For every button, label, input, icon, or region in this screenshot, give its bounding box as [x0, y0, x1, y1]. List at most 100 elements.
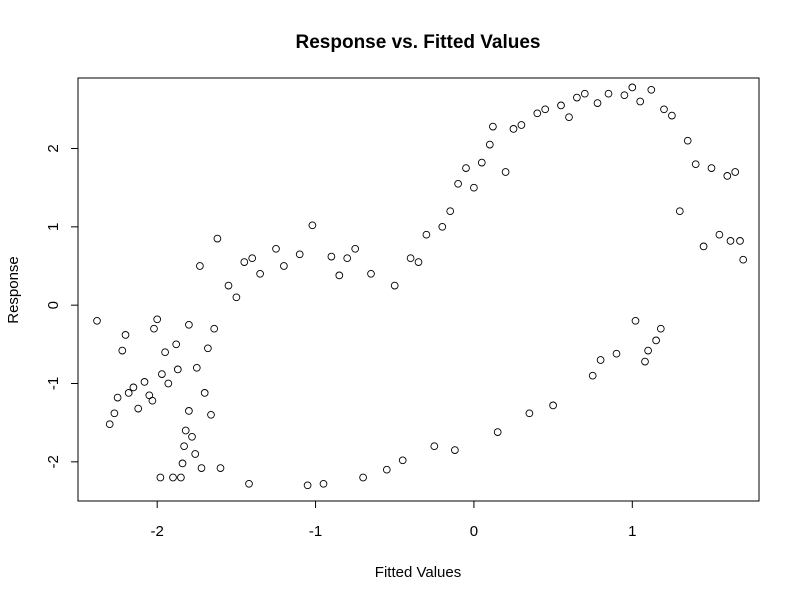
data-point — [197, 464, 206, 472]
data-point — [660, 105, 668, 114]
data-point — [129, 383, 138, 392]
data-point — [173, 365, 182, 374]
data-point — [335, 271, 344, 280]
data-point — [210, 324, 219, 333]
data-point — [180, 442, 188, 451]
data-point — [736, 237, 744, 245]
data-point — [295, 250, 304, 259]
data-point — [256, 269, 264, 278]
y-tick-label: 2 — [45, 144, 62, 152]
y-tick-label: -2 — [45, 455, 62, 468]
data-point — [631, 316, 640, 325]
data-point — [248, 254, 257, 263]
data-point — [319, 479, 328, 488]
data-point — [451, 446, 459, 454]
data-point — [351, 244, 360, 253]
data-point — [207, 410, 215, 419]
data-point — [699, 242, 708, 251]
data-point — [240, 258, 249, 266]
data-point — [446, 207, 455, 216]
data-point — [620, 91, 629, 100]
x-tick-label: -1 — [309, 523, 322, 540]
data-point — [652, 336, 660, 345]
data-point — [580, 89, 589, 98]
data-point — [308, 221, 317, 230]
data-point — [588, 371, 597, 380]
x-tick-label: 1 — [628, 523, 636, 540]
data-point — [140, 378, 149, 386]
data-point — [196, 262, 204, 270]
x-tick-label: 0 — [470, 523, 478, 540]
data-point — [343, 254, 352, 263]
data-point — [739, 255, 748, 264]
data-point — [181, 426, 190, 435]
data-point — [596, 356, 605, 364]
data-point — [156, 473, 165, 482]
data-point — [414, 258, 423, 266]
data-point — [612, 349, 621, 358]
data-point — [683, 136, 692, 145]
data-point — [541, 105, 550, 114]
y-axis-label: Response — [5, 256, 22, 324]
data-point — [731, 168, 740, 176]
data-point — [593, 99, 602, 107]
data-point — [656, 324, 665, 333]
data-point — [723, 172, 732, 180]
data-point — [454, 179, 462, 188]
data-point — [715, 230, 724, 239]
data-point — [489, 122, 497, 131]
data-point — [134, 404, 143, 413]
data-point — [124, 389, 133, 397]
data-point — [169, 473, 177, 482]
y-tick-label: -1 — [45, 377, 62, 390]
data-point — [382, 465, 391, 474]
data-point — [647, 85, 656, 94]
data-point — [438, 222, 447, 231]
data-point — [110, 409, 119, 418]
data-point — [533, 109, 542, 118]
data-point — [213, 234, 222, 243]
data-point — [501, 168, 510, 176]
data-point — [303, 481, 312, 490]
y-tick-label: 0 — [45, 301, 62, 309]
data-point — [158, 370, 166, 378]
data-point — [121, 331, 130, 339]
data-point — [604, 89, 613, 98]
data-point — [668, 111, 676, 120]
x-axis: -2 -1 0 1 — [151, 500, 636, 540]
data-point — [359, 473, 367, 482]
data-point — [644, 346, 652, 355]
y-axis: -2 -1 0 1 2 — [45, 144, 79, 469]
x-tick-label: -2 — [151, 523, 164, 540]
data-point — [192, 363, 201, 372]
data-point — [118, 346, 127, 355]
data-point — [200, 389, 209, 397]
data-point — [565, 113, 573, 122]
data-point — [164, 379, 173, 388]
data-point — [430, 442, 439, 451]
data-point — [406, 254, 415, 263]
data-point — [517, 121, 526, 129]
data-point — [470, 183, 478, 192]
data-point — [462, 164, 470, 172]
data-point — [367, 269, 375, 278]
data-point — [525, 409, 534, 418]
data-point — [113, 393, 122, 402]
data-point — [641, 357, 649, 366]
data-point — [172, 340, 181, 349]
data-point — [509, 125, 518, 133]
data-point — [390, 281, 399, 290]
data-point — [185, 320, 193, 329]
plot-frame — [77, 77, 760, 502]
data-point — [398, 456, 407, 465]
data-point — [148, 396, 157, 405]
data-point — [191, 450, 200, 458]
data-point — [675, 207, 684, 216]
y-tick-label: 1 — [45, 223, 62, 231]
data-point — [185, 407, 193, 415]
data-point — [245, 479, 253, 488]
data-point — [204, 344, 212, 353]
data-point — [150, 324, 158, 333]
x-axis-label: Fitted Values — [375, 564, 461, 581]
